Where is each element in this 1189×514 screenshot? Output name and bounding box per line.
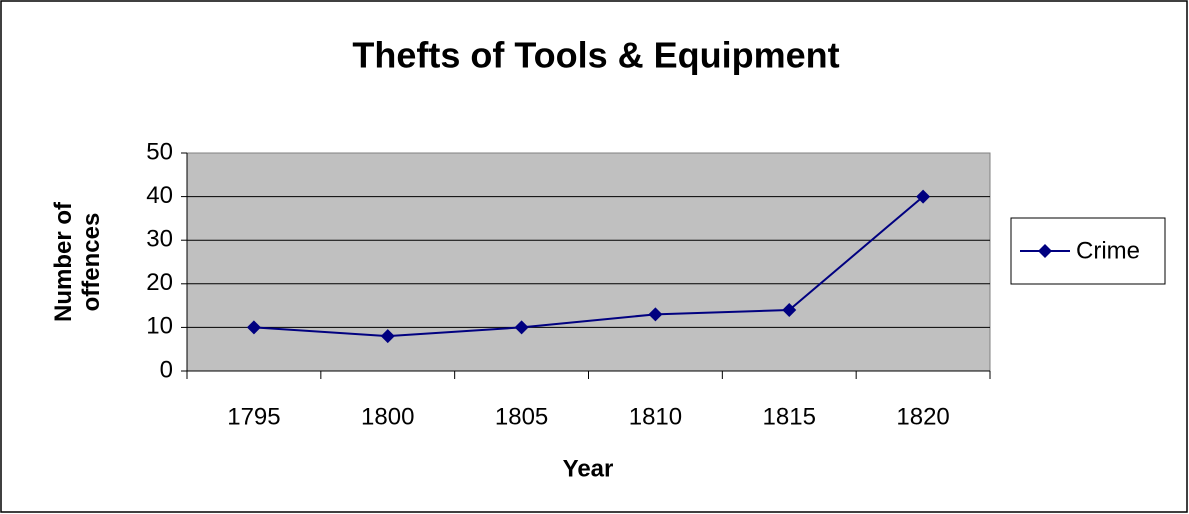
y-tick-label: 10 — [146, 313, 173, 340]
x-tick-label: 1800 — [361, 403, 414, 430]
x-tick-label: 1805 — [495, 403, 548, 430]
series-line — [253, 195, 924, 338]
x-tick-label: 1815 — [763, 403, 816, 430]
data-point — [246, 320, 261, 335]
legend-label: Crime — [1076, 237, 1140, 264]
data-point — [648, 307, 663, 322]
x-axis-label: Year — [563, 455, 614, 482]
y-tick-label: 30 — [146, 226, 173, 253]
x-tick-label: 1795 — [227, 403, 280, 430]
x-tick-label: 1810 — [629, 403, 682, 430]
data-point — [514, 320, 529, 335]
chart-title: Thefts of Tools & Equipment — [352, 35, 839, 76]
y-tick-label: 40 — [146, 182, 173, 209]
y-axis-label: Number of offences — [50, 202, 105, 322]
plot-area — [186, 152, 991, 372]
legend-marker — [1038, 244, 1052, 258]
y-tick-label: 50 — [146, 138, 173, 165]
y-tick-label: 20 — [146, 269, 173, 296]
x-tick-label: 1820 — [896, 403, 949, 430]
y-tick-label: 0 — [160, 356, 173, 383]
data-point — [380, 329, 395, 344]
data-point — [782, 302, 797, 317]
data-point — [916, 189, 931, 204]
